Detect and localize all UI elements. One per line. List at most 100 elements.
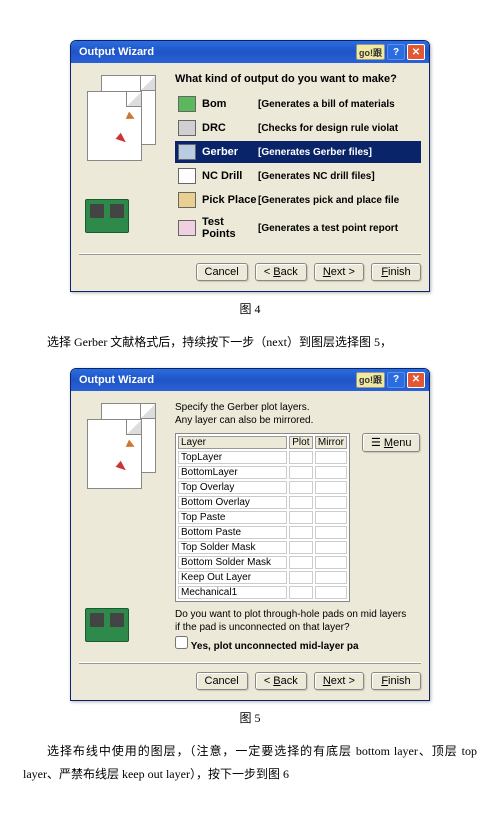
output-wizard-window-fig4: Output Wizard go!跟 ? ✕ What kind of outp…	[70, 40, 430, 292]
option-icon	[178, 220, 196, 236]
col-plot[interactable]: Plot	[289, 436, 313, 449]
layer-name: Keep Out Layer	[178, 571, 287, 584]
option-name: DRC	[202, 122, 258, 134]
option-name: Test Points	[202, 216, 258, 240]
option-name: Gerber	[202, 146, 258, 158]
option-name: NC Drill	[202, 170, 258, 182]
option-desc: [Generates a bill of materials	[258, 99, 395, 110]
close-icon[interactable]: ✕	[407, 372, 425, 388]
button-bar: Cancel < Back Next > Finish	[71, 658, 429, 700]
mirror-cell[interactable]	[315, 526, 347, 539]
option-name: Pick Place	[202, 194, 258, 206]
wizard-graphic	[79, 73, 169, 243]
menu-button[interactable]: ☰ Menu	[362, 433, 420, 452]
option-desc: [Checks for design rule violat	[258, 123, 398, 134]
output-option-test-points[interactable]: Test Points[Generates a test point repor…	[175, 213, 421, 243]
mirror-cell[interactable]	[315, 586, 347, 599]
output-option-nc-drill[interactable]: NC Drill[Generates NC drill files]	[175, 165, 421, 187]
cancel-button[interactable]: Cancel	[196, 672, 248, 690]
layer-name: Top Overlay	[178, 481, 287, 494]
help-icon[interactable]: ?	[387, 372, 405, 388]
mirror-cell[interactable]	[315, 466, 347, 479]
option-icon	[178, 120, 196, 136]
mirror-cell[interactable]	[315, 571, 347, 584]
wizard-heading: What kind of output do you want to make?	[175, 73, 421, 85]
layer-name: Bottom Solder Mask	[178, 556, 287, 569]
layer-name: Bottom Paste	[178, 526, 287, 539]
option-icon	[178, 144, 196, 160]
finish-button[interactable]: Finish	[371, 263, 421, 281]
layer-row[interactable]: Bottom Paste	[178, 526, 347, 539]
option-icon	[178, 192, 196, 208]
layer-row[interactable]: BottomLayer	[178, 466, 347, 479]
plot-cell[interactable]	[289, 526, 313, 539]
output-option-pick-place[interactable]: Pick Place[Generates pick and place file	[175, 189, 421, 211]
layer-table[interactable]: Layer Plot Mirror TopLayer BottomLayer Top…	[175, 433, 350, 602]
option-desc: [Generates a test point report	[258, 223, 398, 234]
plot-cell[interactable]	[289, 586, 313, 599]
wizard-graphic	[79, 401, 169, 652]
mirror-cell[interactable]	[315, 496, 347, 509]
unconnected-checkbox[interactable]	[175, 636, 188, 649]
plot-cell[interactable]	[289, 496, 313, 509]
layer-name: Mechanical1	[178, 586, 287, 599]
paragraph: 选择布线中使用的图层，（注意，一定要选择的有底层 bottom layer、顶层…	[23, 740, 477, 786]
desc-line: Any layer can also be mirrored.	[175, 414, 421, 427]
paragraph: 选择 Gerber 文献格式后，持续按下一步（next）到图层选择图 5，	[23, 331, 477, 354]
finish-button[interactable]: Finish	[371, 672, 421, 690]
layer-name: Top Paste	[178, 511, 287, 524]
layer-row[interactable]: Top Solder Mask	[178, 541, 347, 554]
option-desc: [Generates NC drill files]	[258, 171, 375, 182]
titlebar[interactable]: Output Wizard go!跟 ? ✕	[71, 41, 429, 63]
cancel-button[interactable]: Cancel	[196, 263, 248, 281]
plot-cell[interactable]	[289, 481, 313, 494]
lang-icon[interactable]: go!跟	[356, 372, 385, 388]
layer-row[interactable]: Top Overlay	[178, 481, 347, 494]
plot-cell[interactable]	[289, 556, 313, 569]
close-icon[interactable]: ✕	[407, 44, 425, 60]
back-button[interactable]: < Back	[255, 263, 307, 281]
option-name: Bom	[202, 98, 258, 110]
plot-cell[interactable]	[289, 541, 313, 554]
mirror-cell[interactable]	[315, 451, 347, 464]
lang-icon[interactable]: go!跟	[356, 44, 385, 60]
plot-cell[interactable]	[289, 451, 313, 464]
layer-name: BottomLayer	[178, 466, 287, 479]
checkbox-row[interactable]: Yes, plot unconnected mid-layer pa	[175, 636, 421, 652]
figure-caption: 图 4	[15, 300, 485, 317]
mirror-cell[interactable]	[315, 481, 347, 494]
plot-cell[interactable]	[289, 571, 313, 584]
window-title: Output Wizard	[79, 374, 154, 386]
titlebar[interactable]: Output Wizard go!跟 ? ✕	[71, 369, 429, 391]
layer-name: Top Solder Mask	[178, 541, 287, 554]
mirror-cell[interactable]	[315, 511, 347, 524]
q2-line: if the pad is unconnected on that layer?	[175, 621, 421, 634]
window-title: Output Wizard	[79, 46, 154, 58]
desc-line: Specify the Gerber plot layers.	[175, 401, 421, 414]
plot-cell[interactable]	[289, 466, 313, 479]
figure-caption: 图 5	[15, 709, 485, 726]
layer-row[interactable]: TopLayer	[178, 451, 347, 464]
next-button[interactable]: Next >	[314, 672, 364, 690]
button-bar: Cancel < Back Next > Finish	[71, 249, 429, 291]
q2-line: Do you want to plot through-hole pads on…	[175, 608, 421, 621]
layer-row[interactable]: Top Paste	[178, 511, 347, 524]
mirror-cell[interactable]	[315, 541, 347, 554]
layer-row[interactable]: Bottom Overlay	[178, 496, 347, 509]
output-option-drc[interactable]: DRC[Checks for design rule violat	[175, 117, 421, 139]
next-button[interactable]: Next >	[314, 263, 364, 281]
layer-row[interactable]: Keep Out Layer	[178, 571, 347, 584]
help-icon[interactable]: ?	[387, 44, 405, 60]
option-icon	[178, 168, 196, 184]
col-layer[interactable]: Layer	[178, 436, 287, 449]
layer-name: Bottom Overlay	[178, 496, 287, 509]
back-button[interactable]: < Back	[255, 672, 307, 690]
plot-cell[interactable]	[289, 511, 313, 524]
col-mirror[interactable]: Mirror	[315, 436, 347, 449]
layer-row[interactable]: Bottom Solder Mask	[178, 556, 347, 569]
mirror-cell[interactable]	[315, 556, 347, 569]
output-option-bom[interactable]: Bom[Generates a bill of materials	[175, 93, 421, 115]
layer-row[interactable]: Mechanical1	[178, 586, 347, 599]
output-option-gerber[interactable]: Gerber[Generates Gerber files]	[175, 141, 421, 163]
layer-name: TopLayer	[178, 451, 287, 464]
